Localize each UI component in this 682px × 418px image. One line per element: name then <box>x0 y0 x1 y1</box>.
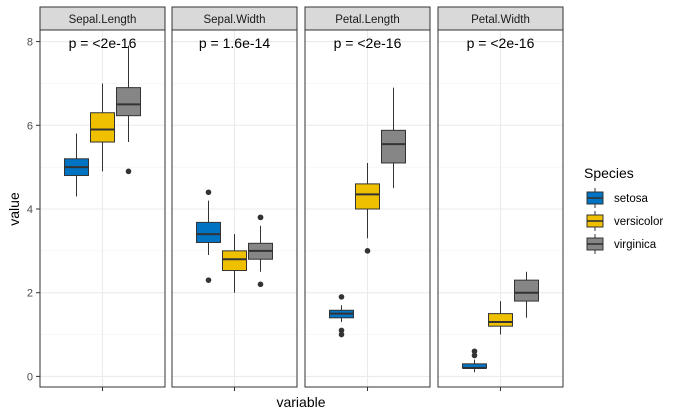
facet-strip <box>437 6 564 31</box>
box-versicolor <box>355 162 380 254</box>
outlier-point <box>205 189 212 196</box>
box-iqr <box>381 129 406 164</box>
box-iqr <box>116 87 141 117</box>
legend-label: versicolor <box>614 216 663 228</box>
box-virginica <box>514 271 539 318</box>
outlier-point <box>338 294 345 300</box>
legend-label: setosa <box>614 193 648 205</box>
outlier-point <box>471 348 478 355</box>
outlier-point <box>338 327 345 334</box>
facet-strip-label: Petal.Width <box>471 14 530 26</box>
y-tick-label: 6 <box>27 120 33 132</box>
y-tick-label: 2 <box>27 288 33 300</box>
legend-item-virginica: virginica <box>586 234 657 254</box>
facet-panels: Sepal.Length p = <2e-16 Sepal.Width p = 1.6… <box>39 6 564 391</box>
box-iqr <box>355 183 380 210</box>
p-value-label: p = 1.6e-14 <box>199 35 270 51</box>
outlier-point <box>471 352 478 359</box>
facet-strip-label: Sepal.Width <box>203 14 265 26</box>
box-iqr <box>222 250 247 272</box>
box-setosa <box>329 294 354 338</box>
facet-strip <box>304 6 431 31</box>
box-versicolor <box>488 301 513 335</box>
legend: Species setosa versicolor virginica <box>584 165 663 254</box>
legend-title: Species <box>584 165 634 181</box>
facet-panel-sepal-length: Sepal.Length p = <2e-16 <box>39 6 166 391</box>
box-iqr <box>514 279 539 302</box>
p-value-label: p = <2e-16 <box>69 35 137 51</box>
outlier-point <box>257 281 264 288</box>
p-value-label: p = <2e-16 <box>467 35 535 51</box>
box-iqr <box>196 221 221 243</box>
box-virginica <box>116 45 141 175</box>
box-versicolor <box>90 83 115 172</box>
box-setosa <box>462 348 487 373</box>
facet-panel-petal-width: Petal.Width p = <2e-16 <box>437 6 564 391</box>
y-tick-label: 0 <box>27 371 33 383</box>
box-versicolor <box>222 234 247 293</box>
x-axis-title: variable <box>276 394 325 410</box>
facet-strip <box>171 6 298 31</box>
y-axis-title: value <box>6 192 22 226</box>
legend-item-setosa: setosa <box>586 188 648 208</box>
outlier-point <box>125 168 132 175</box>
legend-item-versicolor: versicolor <box>586 211 663 231</box>
p-value-label: p = <2e-16 <box>334 35 402 51</box>
box-virginica <box>381 87 406 189</box>
box-iqr <box>488 313 513 327</box>
legend-label: virginica <box>614 239 657 251</box>
box-setosa <box>64 133 89 197</box>
y-tick-label: 4 <box>27 204 33 216</box>
facet-strip <box>39 6 166 31</box>
outlier-point <box>257 214 264 221</box>
outlier-point <box>364 248 371 254</box>
facet-strip-label: Sepal.Length <box>69 14 137 26</box>
facet-panel-petal-length: Petal.Length p = <2e-16 <box>304 6 431 391</box>
y-tick-label: 8 <box>27 37 33 49</box>
box-setosa <box>196 189 221 283</box>
outlier-point <box>205 277 212 283</box>
facet-panel-sepal-width: Sepal.Width p = 1.6e-14 <box>171 6 298 391</box>
outlier-point <box>338 331 345 338</box>
legend-items: setosa versicolor virginica <box>586 188 663 254</box>
box-virginica <box>248 214 273 288</box>
facet-strip-label: Petal.Length <box>335 14 400 26</box>
box-iqr <box>90 112 115 143</box>
y-axis: 0 2 4 6 8 <box>27 37 40 383</box>
